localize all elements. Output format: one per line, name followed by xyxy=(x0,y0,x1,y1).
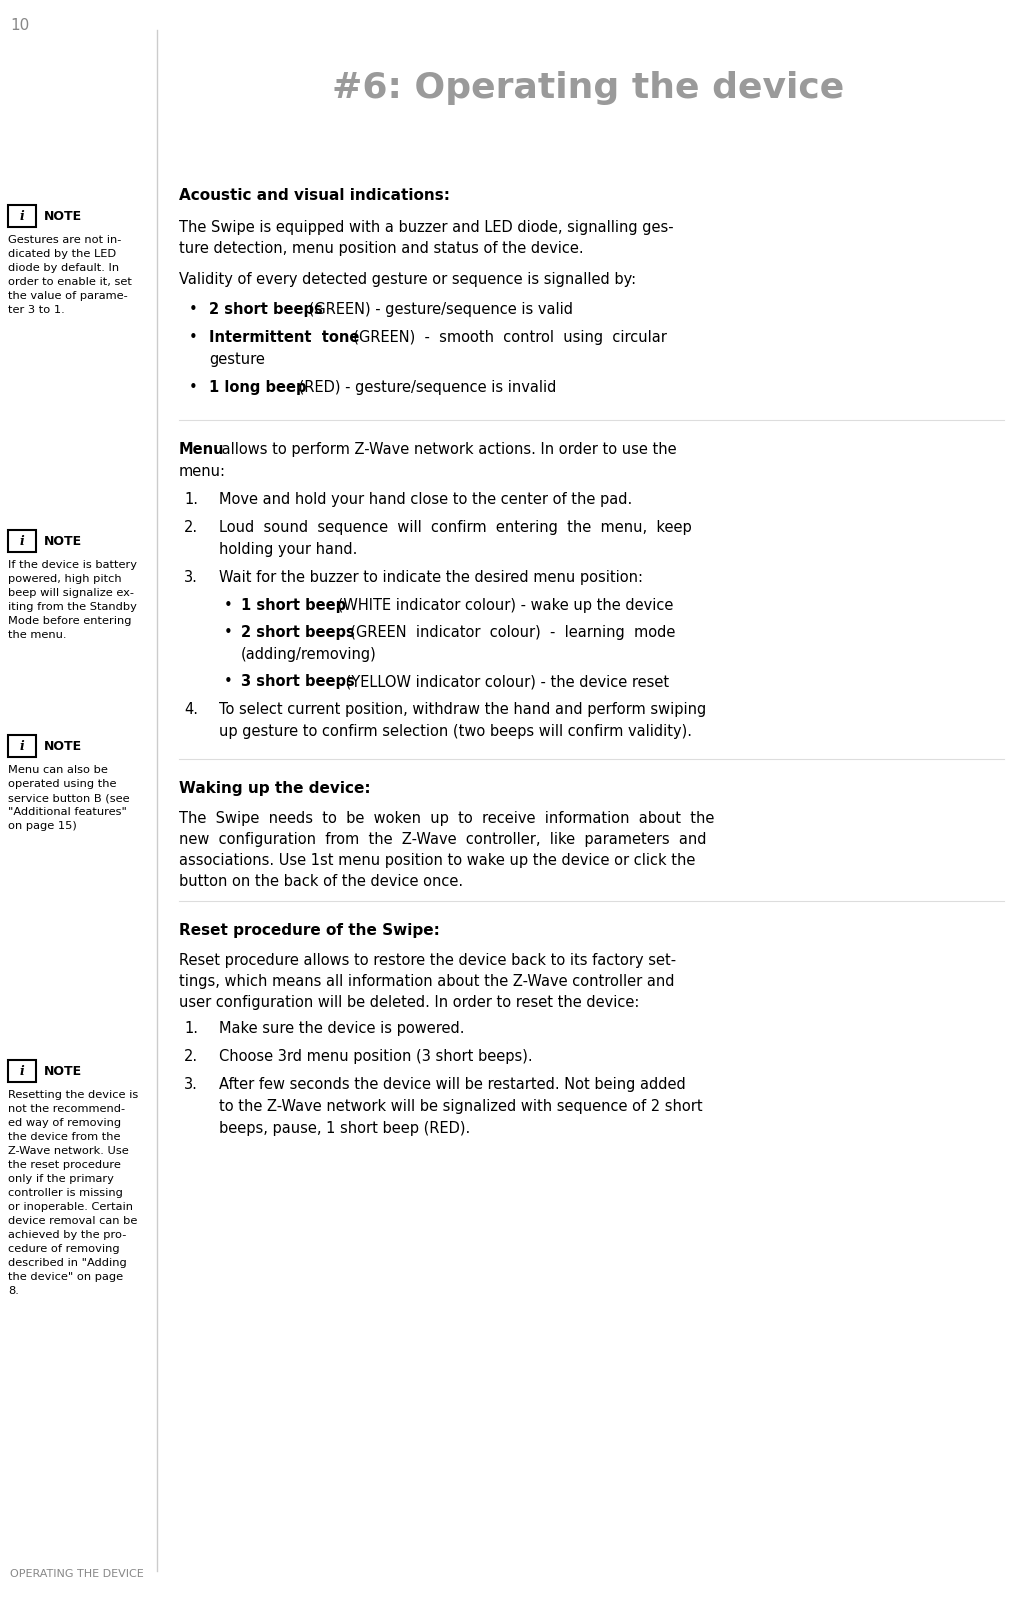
Text: 2.: 2. xyxy=(184,520,198,535)
Bar xyxy=(8,205,36,227)
Text: 4.: 4. xyxy=(184,701,198,717)
Text: •: • xyxy=(224,674,232,688)
Text: Gestures are not in-
dicated by the LED
diode by default. In
order to enable it,: Gestures are not in- dicated by the LED … xyxy=(8,235,131,315)
Text: 2 short beeps: 2 short beeps xyxy=(209,303,323,317)
Text: •: • xyxy=(189,303,198,317)
Text: To select current position, withdraw the hand and perform swiping: To select current position, withdraw the… xyxy=(219,701,706,717)
Text: 1.: 1. xyxy=(184,1021,198,1036)
Text: holding your hand.: holding your hand. xyxy=(219,543,358,557)
Text: OPERATING THE DEVICE: OPERATING THE DEVICE xyxy=(10,1569,144,1579)
Text: i: i xyxy=(19,210,24,223)
Text: Reset procedure of the Swipe:: Reset procedure of the Swipe: xyxy=(179,924,440,938)
Text: Resetting the device is
not the recommend-
ed way of removing
the device from th: Resetting the device is not the recommen… xyxy=(8,1090,139,1295)
Text: beeps, pause, 1 short beep (RED).: beeps, pause, 1 short beep (RED). xyxy=(219,1121,470,1137)
Text: to the Z-Wave network will be signalized with sequence of 2 short: to the Z-Wave network will be signalized… xyxy=(219,1098,703,1114)
Text: NOTE: NOTE xyxy=(44,1065,83,1077)
Text: 3 short beeps: 3 short beeps xyxy=(242,674,355,688)
Text: 1.: 1. xyxy=(184,492,198,508)
Text: 2 short beeps: 2 short beeps xyxy=(242,624,355,640)
Text: Move and hold your hand close to the center of the pad.: Move and hold your hand close to the cen… xyxy=(219,492,632,508)
Text: •: • xyxy=(189,379,198,395)
Text: i: i xyxy=(19,740,24,752)
Text: After few seconds the device will be restarted. Not being added: After few seconds the device will be res… xyxy=(219,1077,686,1092)
Text: Loud  sound  sequence  will  confirm  entering  the  menu,  keep: Loud sound sequence will confirm enterin… xyxy=(219,520,692,535)
Text: (WHITE indicator colour) - wake up the device: (WHITE indicator colour) - wake up the d… xyxy=(333,599,674,613)
Text: allows to perform Z-Wave network actions. In order to use the: allows to perform Z-Wave network actions… xyxy=(217,442,677,456)
Text: (GREEN)  -  smooth  control  using  circular: (GREEN) - smooth control using circular xyxy=(344,330,666,344)
Text: menu:: menu: xyxy=(179,464,226,479)
Text: •: • xyxy=(224,624,232,640)
Text: Wait for the buzzer to indicate the desired menu position:: Wait for the buzzer to indicate the desi… xyxy=(219,570,643,584)
Text: #6: Operating the device: #6: Operating the device xyxy=(332,70,844,106)
Text: NOTE: NOTE xyxy=(44,535,83,548)
Text: If the device is battery
powered, high pitch
beep will signalize ex-
iting from : If the device is battery powered, high p… xyxy=(8,560,137,640)
Text: Menu can also be
operated using the
service button B (see
"Additional features"
: Menu can also be operated using the serv… xyxy=(8,765,129,831)
Text: up gesture to confirm selection (two beeps will confirm validity).: up gesture to confirm selection (two bee… xyxy=(219,724,692,740)
Text: 1 short beep: 1 short beep xyxy=(242,599,346,613)
Text: (GREEN) - gesture/sequence is valid: (GREEN) - gesture/sequence is valid xyxy=(304,303,573,317)
Text: Menu: Menu xyxy=(179,442,224,456)
Text: •: • xyxy=(189,330,198,344)
Text: 10: 10 xyxy=(10,18,30,34)
Text: NOTE: NOTE xyxy=(44,210,83,223)
Text: Choose 3rd menu position (3 short beeps).: Choose 3rd menu position (3 short beeps)… xyxy=(219,1049,533,1065)
Text: (adding/removing): (adding/removing) xyxy=(242,647,377,661)
Text: (RED) - gesture/sequence is invalid: (RED) - gesture/sequence is invalid xyxy=(294,379,556,395)
Text: i: i xyxy=(19,535,24,548)
Text: i: i xyxy=(19,1065,24,1077)
Text: Intermittent  tone: Intermittent tone xyxy=(209,330,360,344)
Text: Make sure the device is powered.: Make sure the device is powered. xyxy=(219,1021,465,1036)
Text: Acoustic and visual indications:: Acoustic and visual indications: xyxy=(179,187,450,203)
Text: gesture: gesture xyxy=(209,352,265,367)
Text: 3.: 3. xyxy=(184,570,198,584)
Bar xyxy=(8,530,36,552)
Text: The  Swipe  needs  to  be  woken  up  to  receive  information  about  the
new  : The Swipe needs to be woken up to receiv… xyxy=(179,812,714,889)
Text: 3.: 3. xyxy=(184,1077,198,1092)
Bar xyxy=(8,1060,36,1082)
Text: 1 long beep: 1 long beep xyxy=(209,379,307,395)
Text: NOTE: NOTE xyxy=(44,740,83,752)
Text: Waking up the device:: Waking up the device: xyxy=(179,781,371,796)
Text: 2.: 2. xyxy=(184,1049,198,1065)
Bar xyxy=(8,735,36,757)
Text: •: • xyxy=(224,599,232,613)
Text: (YELLOW indicator colour) - the device reset: (YELLOW indicator colour) - the device r… xyxy=(341,674,669,688)
Text: The Swipe is equipped with a buzzer and LED diode, signalling ges-
ture detectio: The Swipe is equipped with a buzzer and … xyxy=(179,219,674,256)
Text: Reset procedure allows to restore the device back to its factory set-
tings, whi: Reset procedure allows to restore the de… xyxy=(179,953,677,1010)
Text: (GREEN  indicator  colour)  -  learning  mode: (GREEN indicator colour) - learning mode xyxy=(341,624,676,640)
Text: Validity of every detected gesture or sequence is signalled by:: Validity of every detected gesture or se… xyxy=(179,272,636,287)
